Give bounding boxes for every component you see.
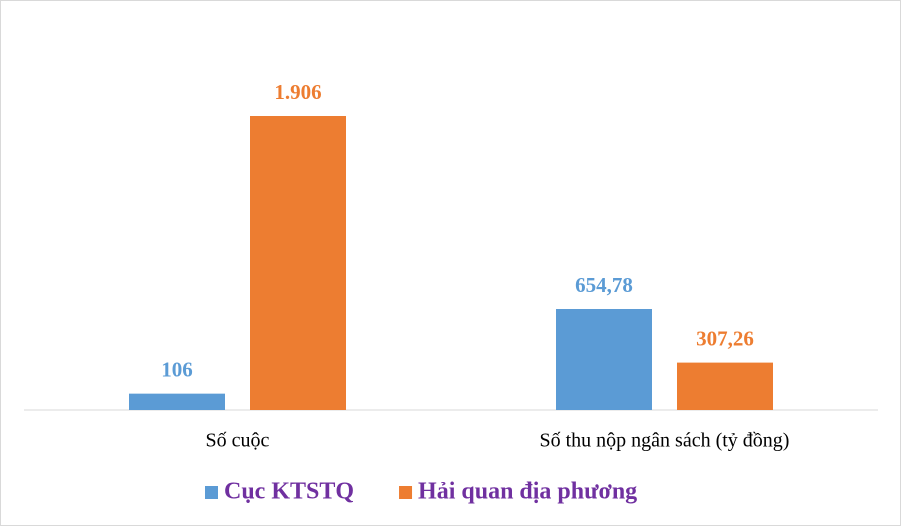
bar [250,115,346,410]
bar [129,393,225,410]
bar [556,309,652,410]
legend-swatch [399,486,413,499]
bar [677,362,773,410]
value-label: 654,78 [575,273,633,297]
legend-label: Hải quan địa phương [418,479,637,505]
legend-swatch [205,486,218,499]
value-label: 1.906 [274,80,321,104]
x-tick-label: Số cuộc [206,430,270,452]
x-tick-label: Số thu nộp ngân sách (tỷ đồng) [540,430,790,452]
value-label: 307,26 [696,326,754,350]
legend-label: Cục KTSTQ [224,479,354,505]
value-label: 106 [161,357,193,381]
